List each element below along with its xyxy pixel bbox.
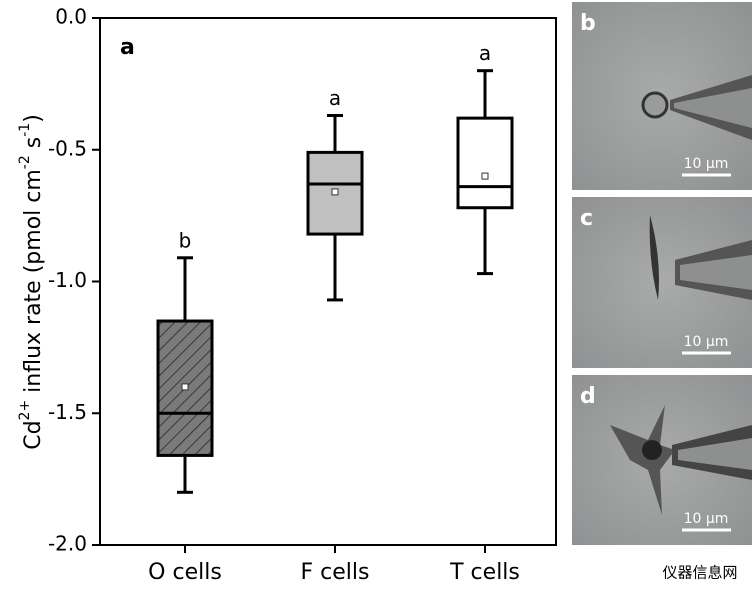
label-text: ) [21, 114, 46, 123]
watermark: 仪器信息网 [662, 564, 737, 582]
y-tick-label: 0.0 [55, 5, 87, 29]
label-superscript: 2+ [17, 400, 33, 421]
panel-label: a [120, 35, 135, 60]
panel-label: b [580, 11, 596, 36]
y-axis-label: Cd2+ influx rate (pmol cm-2 s-1) [17, 114, 46, 450]
significance-letter: a [479, 41, 491, 65]
significance-letter: a [329, 86, 341, 110]
mean-marker [481, 172, 489, 180]
photo-c [572, 197, 752, 368]
panel-label: d [580, 384, 596, 409]
scale-label: 10 μm [684, 334, 729, 350]
y-tick-label: -1.5 [48, 400, 87, 424]
panel-label: c [580, 206, 593, 231]
y-tick-label: -0.5 [48, 136, 87, 160]
mean-marker [331, 188, 339, 196]
x-tick-label: O cells [148, 560, 222, 585]
scale-label: 10 μm [684, 511, 729, 527]
label-text: Cd [21, 420, 46, 449]
label-text: s [21, 137, 46, 155]
photo-d [572, 375, 752, 545]
label-text: influx rate (pmol cm [21, 169, 46, 400]
scale-label: 10 μm [684, 156, 729, 172]
y-tick-label: -1.0 [48, 268, 87, 292]
mean-marker [181, 383, 189, 391]
photo-b [572, 2, 752, 190]
x-tick-label: F cells [301, 560, 370, 585]
x-tick-label: T cells [449, 560, 520, 585]
significance-letter: b [179, 228, 192, 252]
label-superscript: -1 [17, 123, 33, 137]
label-superscript: -2 [17, 155, 33, 169]
box [456, 116, 514, 210]
y-tick-label: -2.0 [48, 532, 87, 556]
